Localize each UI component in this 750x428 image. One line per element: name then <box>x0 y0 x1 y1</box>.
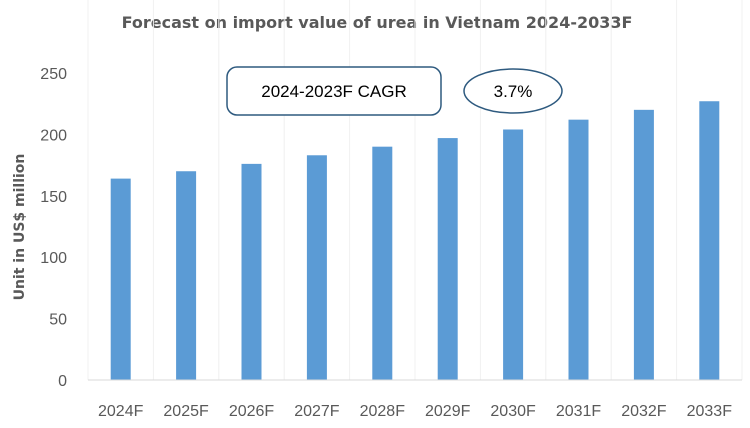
bar-2027F <box>306 155 327 380</box>
bar-2032F <box>633 109 654 380</box>
bar-2031F <box>568 119 589 380</box>
x-tick-label: 2028F <box>360 403 406 420</box>
bar-2028F <box>372 146 393 380</box>
cagr-label-box <box>226 66 442 116</box>
y-tick-label: 250 <box>40 66 67 83</box>
y-tick-label: 0 <box>58 373 67 390</box>
y-axis-label: Unit in US$ million <box>12 154 28 301</box>
cagr-value: 3.7% <box>494 82 533 101</box>
bar-2024F <box>110 178 131 380</box>
x-tick-label: 2025F <box>163 403 209 420</box>
x-tick-label: 2032F <box>621 403 667 420</box>
bar-2030F <box>503 129 524 380</box>
x-tick-label: 2030F <box>490 403 536 420</box>
y-tick-label: 150 <box>40 189 67 206</box>
y-tick-label: 100 <box>40 250 67 267</box>
x-tick-label: 2033F <box>687 403 733 420</box>
y-tick-label: 50 <box>49 312 67 329</box>
bar-2025F <box>176 171 197 380</box>
x-axis-ticks: 2024F 2025F 2026F 2027F 2028F 2029F 2030F 2031F… <box>98 403 732 420</box>
bar-2029F <box>437 138 458 380</box>
x-tick-label: 2024F <box>98 403 144 420</box>
x-tick-label: 2026F <box>229 403 275 420</box>
gridlines <box>87 0 743 380</box>
y-axis-ticks: 0 50 100 150 200 250 <box>40 66 67 390</box>
bar-2026F <box>241 163 262 380</box>
bars <box>110 101 720 380</box>
x-tick-label: 2031F <box>556 403 602 420</box>
cagr-value-ellipse <box>463 68 563 114</box>
y-tick-label: 200 <box>40 127 67 144</box>
chart-title: Forecast on import value of urea in Viet… <box>122 13 633 32</box>
bar-2033F <box>699 101 720 380</box>
cagr-label: 2024-2023F CAGR <box>261 82 407 101</box>
x-tick-label: 2029F <box>425 403 471 420</box>
x-tick-label: 2027F <box>294 403 340 420</box>
